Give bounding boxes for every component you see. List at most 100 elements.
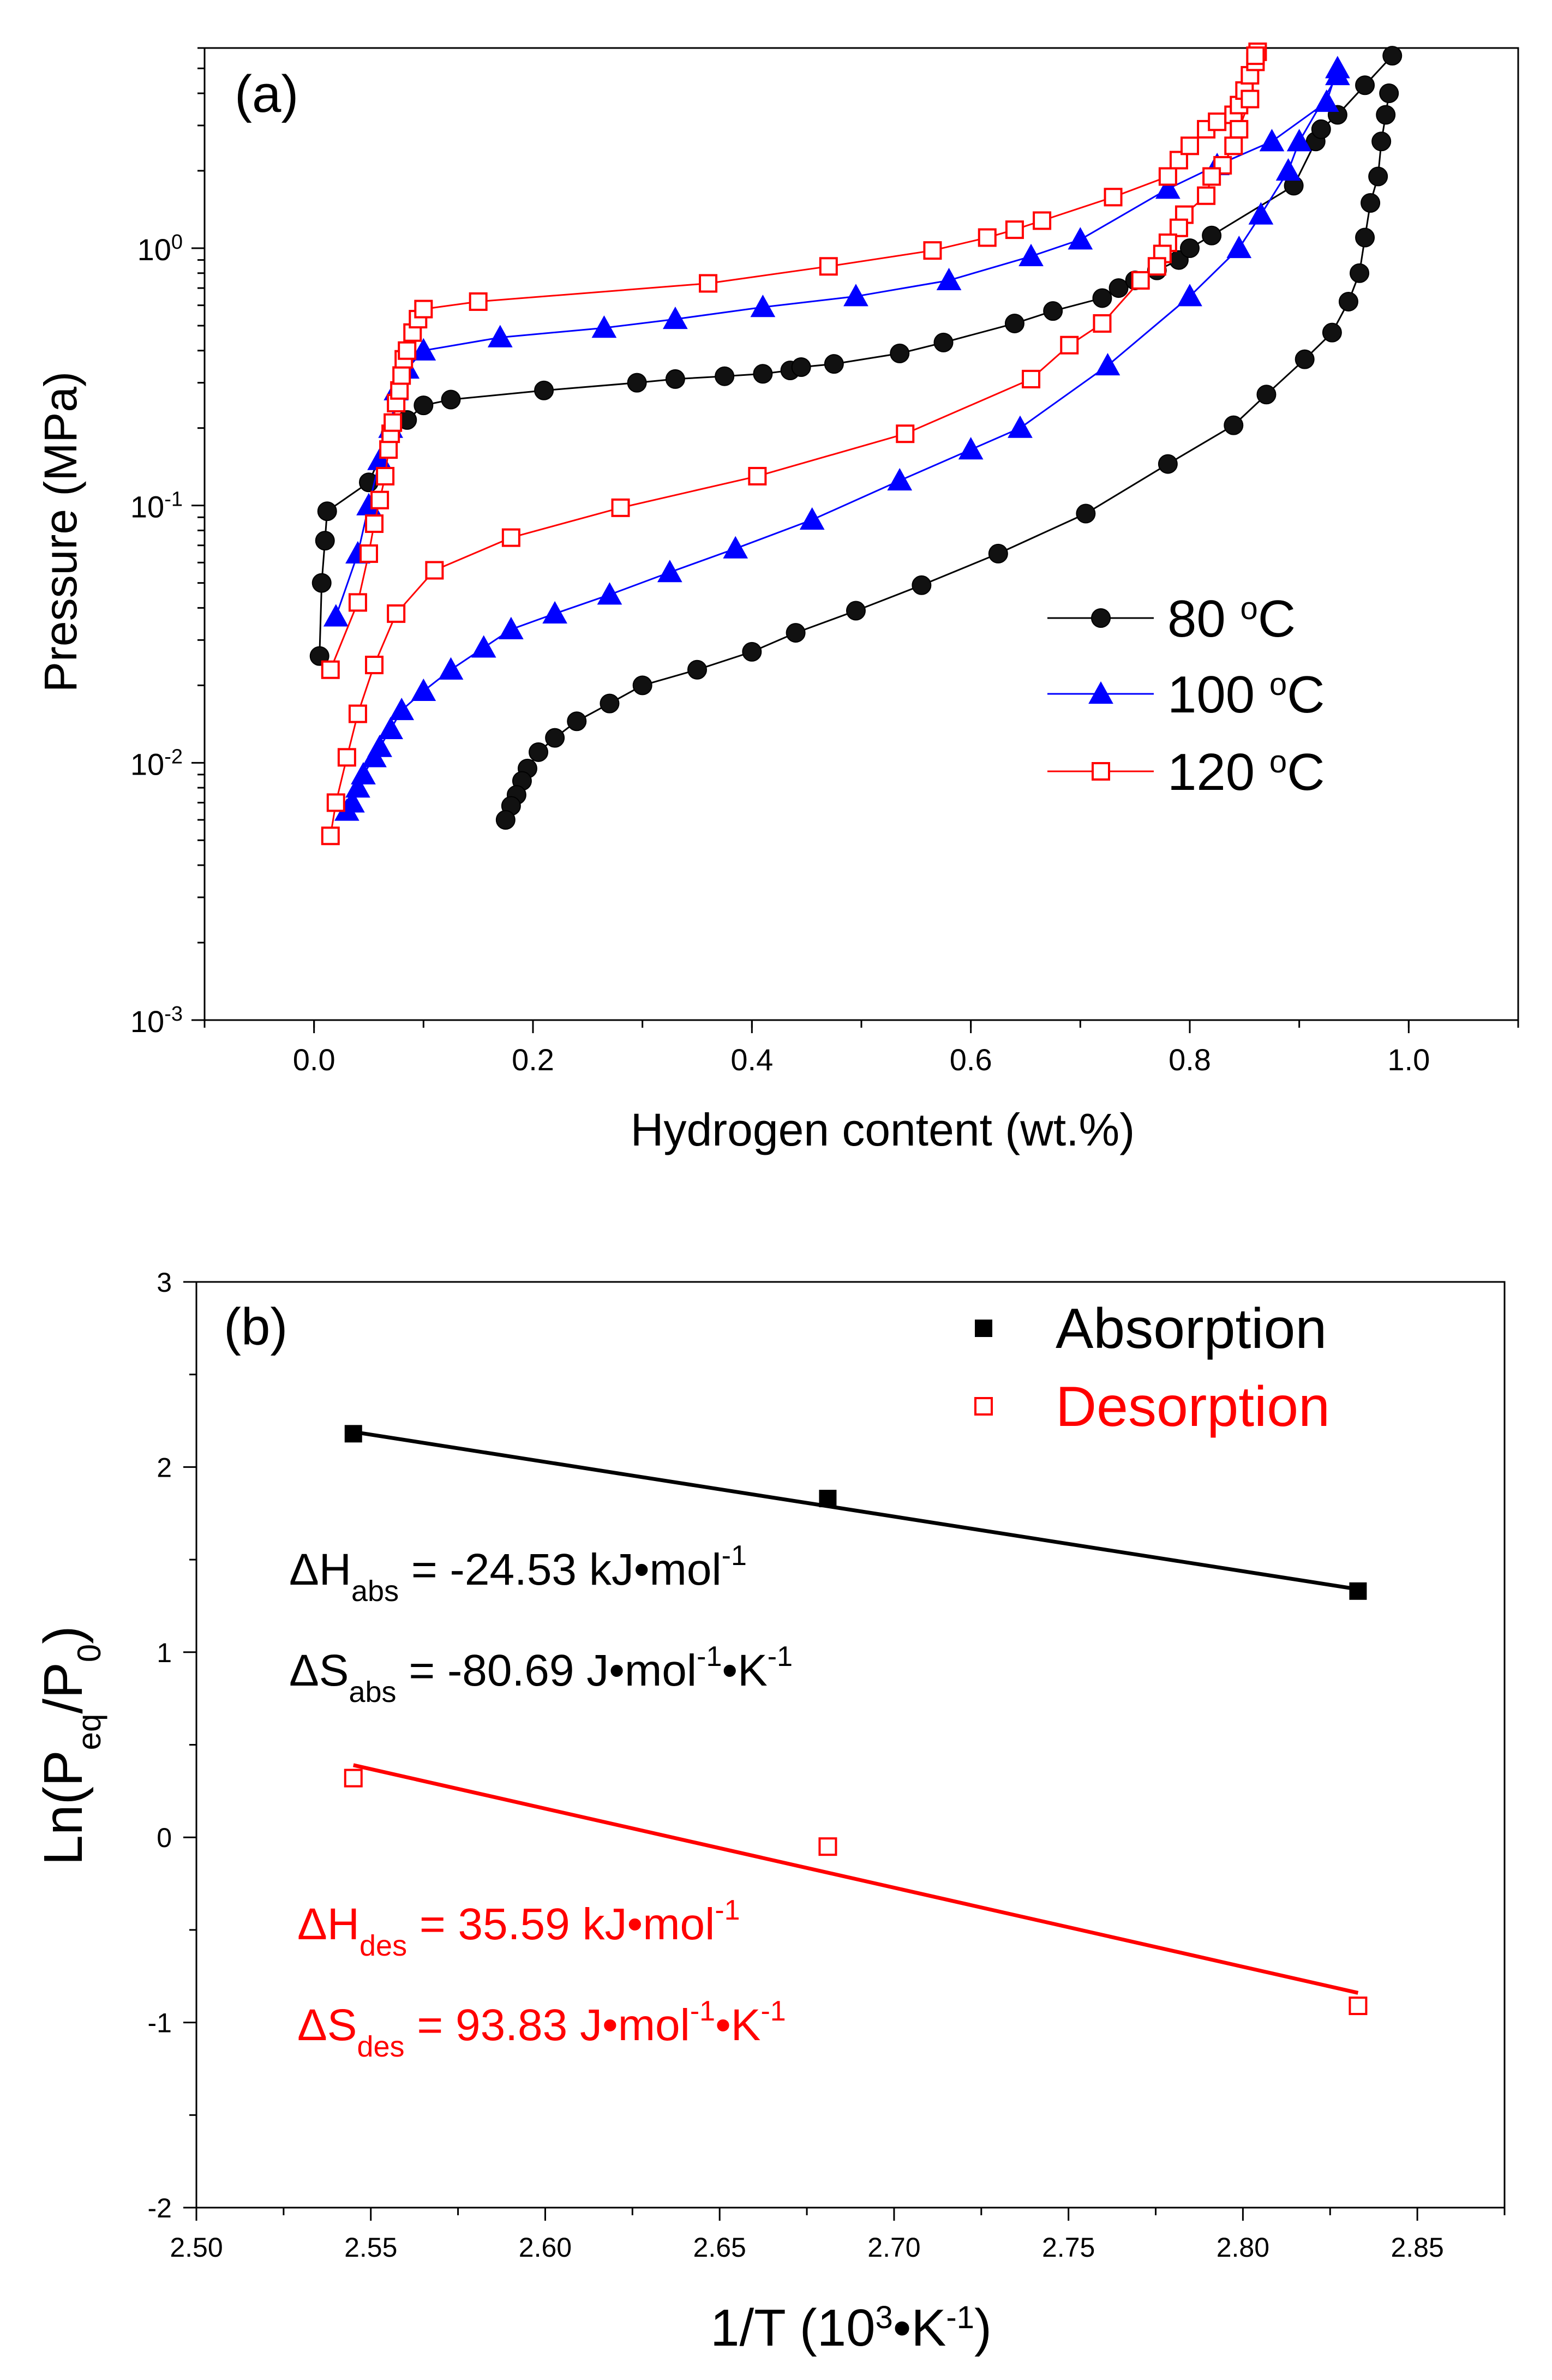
panel-a-desorption-point	[1076, 503, 1096, 524]
panel-a-absorption-point	[819, 257, 838, 276]
panel-a-legend-marker	[1088, 681, 1113, 704]
panel-a-desorption-point	[387, 604, 406, 623]
panel-b-thermo-annotation: ΔSabs = -80.69 J•mol-1•K-1	[289, 1641, 793, 1708]
panel-a-absorption-point	[414, 395, 434, 416]
panel-b-y-tick-label: 2	[157, 1452, 172, 1483]
panel-b-legend-marker	[974, 1397, 993, 1416]
panel-a-desorption-point	[1338, 291, 1358, 311]
panel-b-y-tick-label: 1	[157, 1638, 172, 1668]
panel-a-desorption-point	[1177, 284, 1202, 307]
panel-a-absorption-point	[1181, 136, 1199, 155]
panel-a-absorption-point	[978, 228, 997, 247]
panel-b-data-point	[1349, 1997, 1368, 2016]
panel-b-thermo-annotation: ΔSdes = 93.83 J•mol-1•K-1	[297, 1995, 786, 2063]
panel-a-desorption-point	[723, 536, 748, 559]
panel-a-desorption-point	[471, 635, 496, 658]
panel-a-desorption-point	[1355, 227, 1375, 248]
panel-b-x-tick-label: 2.60	[519, 2232, 572, 2263]
panel-a-desorption-point	[1131, 271, 1150, 290]
panel-b-series-0	[344, 1425, 1367, 1600]
panel-a-desorption-point	[1325, 62, 1350, 86]
panel-a-absorption-point	[1155, 176, 1181, 199]
panel-a-pressure-isotherms: 0.0 0.2 0.4 0.6 0.8 1.0 10-3 10-2 10-1 100 (a) Hy…	[35, 42, 1519, 1155]
panel-a-absorption-point	[591, 315, 617, 338]
panel-a-desorption-point	[1022, 369, 1041, 388]
panel-a-x-tick-label: 0.0	[293, 1042, 335, 1077]
panel-a-absorption-point	[923, 241, 942, 260]
panel-a-y-tick-label: 100	[137, 231, 183, 267]
panel-b-legend: Absorption Desorption	[974, 1297, 1330, 1438]
panel-a-absorption-point	[365, 514, 384, 533]
panel-a-absorption-point	[627, 373, 647, 393]
panel-a-desorption-point	[389, 698, 415, 721]
panel-a-absorption-point	[469, 292, 488, 311]
panel-b-data-point	[818, 1837, 837, 1856]
panel-a-desorption-point	[495, 810, 516, 830]
panel-a-absorption-point	[936, 267, 962, 291]
panel-a-legend: 80 oC 100 oC 120 oC	[1047, 590, 1325, 801]
panel-a-desorption-point	[378, 716, 403, 739]
panel-a-desorption-point	[687, 660, 707, 680]
panel-a-legend-entry-0: 80 oC	[1047, 590, 1296, 648]
panel-a-absorption-point	[1158, 167, 1177, 186]
panel-a-desorption-point	[1224, 415, 1244, 435]
panel-a-desorption-point	[1322, 322, 1342, 343]
panel-a-desorption-point	[1275, 158, 1301, 181]
panel-a-absorption-point	[441, 389, 461, 410]
panel-a-legend-entry-2: 120 oC	[1047, 743, 1325, 801]
panel-a-desorption-point	[348, 704, 367, 723]
panel-a-desorption-point	[1361, 193, 1381, 213]
panel-a-desorption-point	[326, 793, 345, 812]
panel-a-desorption-point	[912, 575, 932, 595]
panel-b-legend-marker	[975, 1320, 992, 1337]
panel-a-y-axis-title: Pressure (MPa)	[35, 371, 86, 692]
panel-a-desorption-point	[786, 623, 806, 643]
panel-a-desorption-point	[958, 437, 984, 460]
panel-b-y-tick-label: 3	[157, 1267, 172, 1298]
panel-a-absorption-point	[843, 284, 868, 307]
panel-b-fit-line	[353, 1430, 1358, 1591]
panel-b-y-tick-label: 0	[157, 1823, 172, 1853]
panel-a-absorption-point	[791, 357, 811, 377]
panel-a-desorption-point	[438, 657, 464, 680]
panel-b-data-point	[344, 1768, 363, 1788]
panel-a-desorption-point	[1368, 166, 1388, 187]
panel-a-absorption-point	[1092, 288, 1112, 308]
panel-a-absorption-point	[398, 341, 417, 360]
panel-a-absorption-point	[392, 366, 411, 385]
panel-a-x-tick-label: 0.8	[1169, 1042, 1211, 1077]
panel-a-x-tick-label: 0.6	[950, 1042, 992, 1077]
panel-b-data-point	[1349, 1582, 1367, 1600]
panel-a-legend-marker	[1091, 608, 1111, 628]
panel-a-desorption-point	[600, 693, 620, 714]
panel-a-label: (a)	[235, 65, 298, 123]
panel-a-desorption-point	[742, 642, 762, 662]
panel-a-absorption-point	[1202, 225, 1222, 245]
panel-a-absorption-point	[1005, 220, 1024, 239]
panel-a-absorption-point	[1004, 313, 1024, 333]
panel-a-desorption-point	[1241, 89, 1260, 109]
panel-a-desorption-point	[337, 748, 356, 767]
panel-a-desorption-point	[1371, 131, 1392, 152]
panel-a-legend-label: 100 oC	[1167, 666, 1325, 724]
panel-a-desorption-point	[846, 601, 866, 621]
panel-b-series	[344, 1425, 1368, 2016]
panel-a-desorption-point	[1008, 415, 1033, 438]
panel-b-thermo-annotation: ΔHdes = 35.59 kJ•mol-1	[297, 1895, 740, 1962]
panel-a-desorption-point	[597, 582, 622, 605]
panel-a-absorption-point	[750, 295, 776, 317]
panel-b-x-tick-label: 2.65	[693, 2232, 746, 2263]
panel-a-desorption-point	[1095, 353, 1120, 376]
panel-a-desorption-point	[1379, 83, 1399, 104]
panel-a-absorption-point	[376, 466, 395, 485]
panel-a-absorption-point	[1043, 301, 1063, 321]
panel-a-y-tick-label: 10-1	[130, 488, 183, 524]
panel-a-desorption-point	[529, 742, 549, 762]
panel-b-x-tick-label: 2.50	[170, 2232, 223, 2263]
panel-a-y-tick-label: 10-3	[130, 1003, 183, 1039]
panel-a-plot-frame	[203, 47, 1519, 1021]
panel-a-desorption-point	[1213, 156, 1232, 175]
panel-a-absorption-point	[1382, 46, 1403, 66]
panel-a-absorption-point	[1018, 243, 1044, 266]
panel-a-desorption-point	[545, 728, 565, 748]
